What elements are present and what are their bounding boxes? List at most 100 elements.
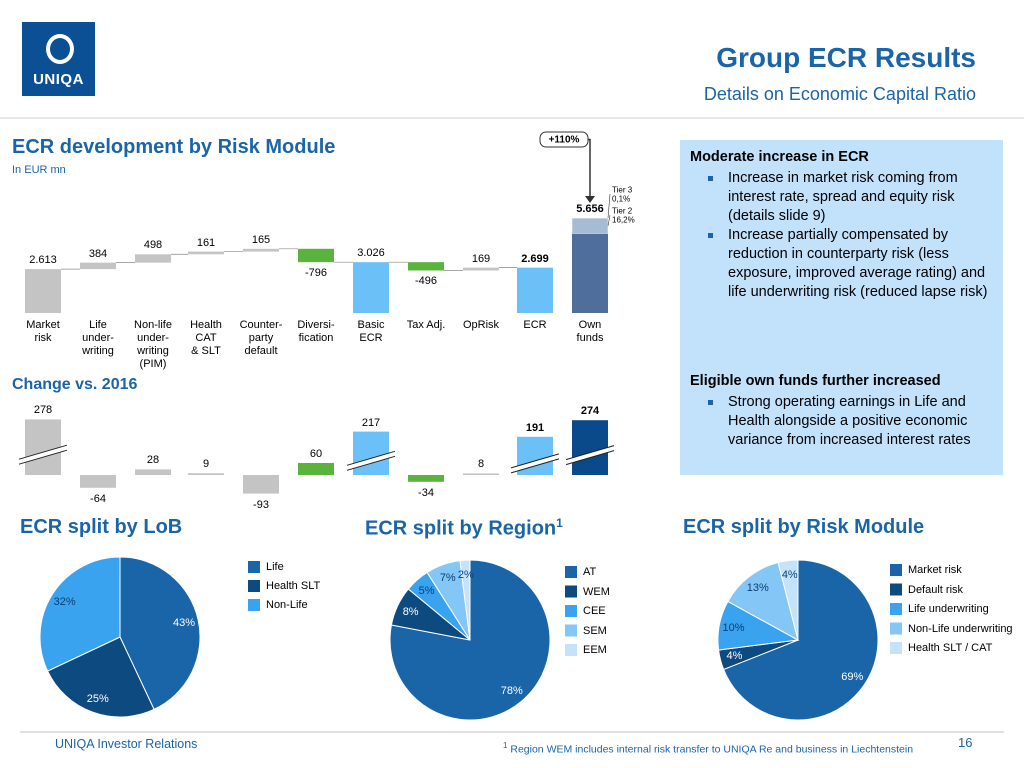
value-label: 28 [146, 454, 160, 467]
section: Moderate increase in ECR Increase in mar… [690, 148, 993, 302]
bar [572, 217, 608, 313]
bar [135, 254, 171, 263]
leader-line [607, 214, 611, 226]
bar [188, 251, 224, 255]
tier-share: 16,2% [612, 215, 635, 225]
chart-title: ECR development by Risk Module [12, 136, 336, 158]
bar [463, 473, 499, 475]
tier-share: 0,1% [612, 194, 631, 204]
legend-swatch [890, 642, 902, 654]
category-label: ECR [523, 319, 547, 331]
pie-slice [777, 559, 799, 641]
axis-break-line [510, 458, 560, 474]
axis-break-line [510, 453, 560, 469]
page-number: 16 [958, 735, 973, 750]
value-label: 8 [477, 458, 485, 471]
bar [135, 469, 171, 475]
bar [463, 267, 499, 271]
slice-label: 4% [781, 568, 798, 581]
legend-swatch [565, 644, 577, 656]
chart-title: ECR split by Risk Module [683, 516, 924, 539]
value-label: 278 [33, 404, 53, 417]
subtitle: Details on Economic Capital Ratio [703, 84, 976, 104]
axis-break-line [565, 450, 615, 466]
value-label: 60 [309, 448, 323, 460]
value-label: -496 [414, 275, 438, 288]
legend-swatch [890, 622, 902, 635]
bar [298, 463, 334, 475]
pie-slice [46, 636, 155, 718]
bar [517, 267, 553, 313]
value-label: 274 [580, 405, 600, 418]
axis-break-line [18, 449, 68, 465]
pie-slice [727, 561, 799, 641]
legend-label: Default risk [908, 583, 964, 596]
chart-title-text: ECR split by Risk Module [683, 516, 925, 538]
category-label: Counter- party default [239, 319, 283, 357]
tier-segment [571, 217, 609, 234]
legend-label: Market risk [908, 564, 962, 576]
value-label: -64 [90, 492, 106, 505]
value-label: 3.026 [357, 247, 385, 260]
slice-label: 43% [173, 616, 196, 629]
bar [80, 262, 116, 270]
legend-swatch [248, 561, 260, 573]
pie-slice [459, 559, 471, 641]
footnote: 1 Region WEM includes internal risk tran… [503, 741, 913, 756]
legend-label: Non-Life underwriting [908, 622, 1013, 635]
tier-name: Tier 3 [612, 185, 633, 195]
slice-label: 4% [726, 650, 743, 663]
category-label: Life under- writing [82, 319, 114, 357]
bullets: Increase in market risk coming from inte… [690, 169, 993, 302]
text-panel: Moderate increase in ECR Increase in mar… [680, 140, 1003, 475]
pie-slice [39, 556, 121, 672]
logo-text: UNIQA [33, 71, 84, 88]
value-label: 191 [525, 421, 545, 434]
value-label: -93 [253, 498, 269, 511]
annotation-arrow [588, 138, 591, 198]
pie-slice [722, 559, 879, 721]
tier-name: Tier 2 [612, 206, 633, 216]
chart-title: ECR split by Region1 [365, 516, 563, 541]
value-label: 169 [471, 252, 491, 265]
bullet: Strong operating earnings in Life and He… [708, 393, 993, 450]
bar [408, 262, 444, 271]
slice-label: 7% [439, 572, 456, 585]
bar [298, 248, 334, 263]
category-label: Basic ECR [357, 319, 385, 344]
bar [353, 431, 389, 475]
value-label: 5.656 [576, 202, 604, 215]
bullets: Strong operating earnings in Life and He… [690, 393, 993, 450]
bar [353, 262, 389, 313]
legend-label: Non-Life [266, 599, 308, 611]
legend-label: WEM [583, 585, 610, 598]
category-label: Market risk [26, 319, 60, 344]
legend-swatch [565, 624, 577, 637]
legend-swatch [565, 585, 577, 598]
chart-title-text: ECR split by LoB [20, 516, 183, 538]
title-note: 1 [556, 516, 563, 530]
legend-swatch [565, 566, 577, 578]
legend-label: Health SLT / CAT [908, 642, 993, 654]
axis-break [347, 451, 395, 471]
legend-swatch [890, 603, 902, 615]
axis-break [19, 445, 67, 465]
slice-label: 5% [418, 584, 435, 597]
category-label: Tax Adj. [406, 319, 446, 331]
legend-swatch [248, 580, 260, 592]
axis-break-line [565, 445, 615, 461]
chart-subtitle: In EUR mn [12, 164, 66, 176]
category-label: OpRisk [462, 319, 500, 331]
annotation: +110% [548, 134, 580, 145]
bar [243, 475, 279, 494]
category-label: Health CAT & SLT [190, 319, 222, 357]
value-label: 2.613 [29, 254, 57, 267]
category-label: Own funds [576, 319, 604, 344]
bar [80, 475, 116, 488]
axis-break [511, 453, 559, 473]
bar [25, 419, 61, 475]
slice-label: 10% [722, 621, 745, 634]
heading: Moderate increase in ECR [690, 149, 869, 165]
logo: UNIQA [22, 22, 95, 96]
